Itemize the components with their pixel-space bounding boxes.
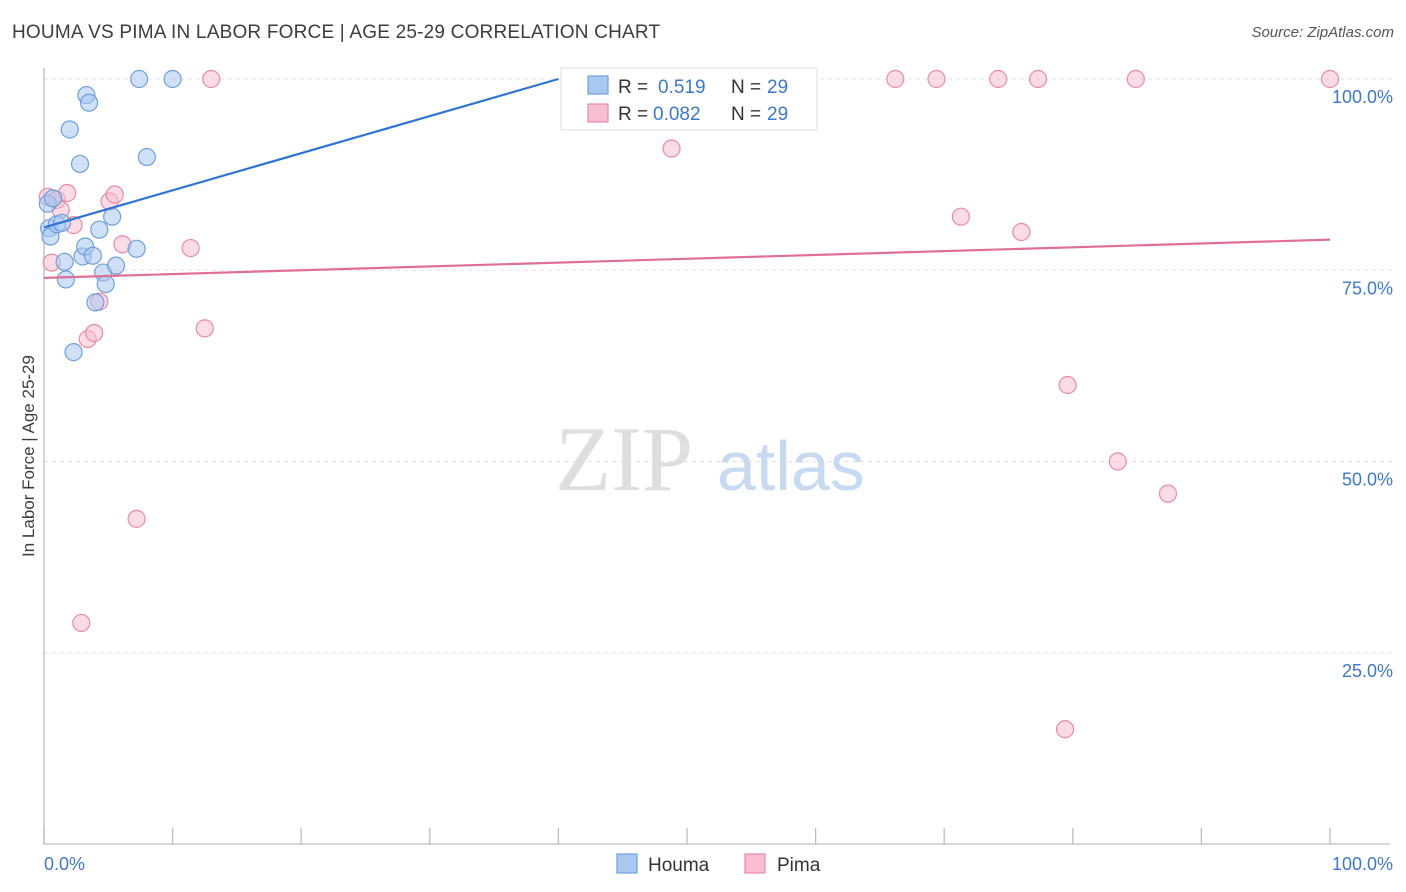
trend-lines [43,77,1331,279]
houma-point [130,69,149,89]
pima-legend-swatch [587,103,609,123]
pima-point [1108,452,1127,471]
pima-point [105,185,124,204]
y-tick-label-50: 50.0% [1342,470,1393,490]
pima-point [1012,222,1031,242]
houma-point [43,189,63,208]
pima-point [1055,720,1075,739]
houma-legend-label: Houma [648,855,710,876]
houma-r-value: 0.519 [658,77,706,98]
houma-point [96,274,115,294]
houma-point [83,246,102,265]
pima-point [127,509,146,528]
houma-trend-line [43,77,559,229]
houma-point [137,147,156,167]
houma-point [70,154,90,174]
houma-swatch [616,853,638,874]
pima-point [181,238,200,258]
houma-point [106,256,126,275]
pima-r-label: R = [618,104,648,125]
x-tick-label-max: 100.0% [1332,854,1393,874]
houma-point [86,293,105,312]
gridlines [44,78,1392,654]
pima-point [662,139,681,158]
houma-point [64,343,83,362]
houma-point [90,220,109,239]
houma-r-label: R = [618,77,648,98]
pima-point [1126,69,1145,89]
houma-point [56,270,75,289]
pima-n-label: N = [731,104,761,125]
chart-title: HOUMA VS PIMA IN LABOR FORCE | AGE 25-29… [12,22,661,43]
watermark-zip: ZIP [555,408,693,510]
pima-point [85,323,104,343]
pima-point [989,69,1008,89]
pima-point [1158,484,1178,503]
x-tick-label-min: 0.0% [44,854,85,874]
pima-n-value: 29 [767,104,788,125]
houma-point [163,69,182,89]
pima-swatch [744,853,766,874]
houma-point [60,120,79,139]
y-axis-label: In Labor Force | Age 25-29 [19,355,38,557]
houma-point [55,252,74,271]
houma-point [79,93,99,112]
pima-point [1320,69,1340,89]
y-tick-label-25: 25.0% [1342,661,1393,681]
pima-point [927,69,946,89]
pima-point [1058,375,1077,395]
pima-point [72,613,91,633]
pima-trend-line [43,238,1331,279]
x-axis-ticks [43,828,1331,844]
houma-series [38,69,607,362]
y-tick-label-75: 75.0% [1342,278,1393,298]
watermark-atlas: atlas [717,427,865,505]
pima-legend-label: Pima [777,855,821,876]
pima-point [195,319,214,338]
source-label: Source: ZipAtlas.com [1251,24,1394,41]
houma-point [103,207,122,226]
houma-n-label: N = [731,77,761,98]
houma-point [127,239,146,258]
pima-point [202,69,221,89]
houma-legend-swatch [587,75,609,95]
pima-point [886,69,905,89]
pima-point [951,207,971,226]
series-legend: Houma Pima [616,853,821,876]
pima-series [38,69,1340,739]
pima-point [1028,69,1048,89]
pima-r-value: 0.082 [653,104,701,125]
y-tick-label-100: 100.0% [1332,87,1393,107]
houma-n-value: 29 [767,77,788,98]
correlation-legend: R = 0.519 N = 29 R = 0.082 N = 29 [560,67,818,131]
y-tick-labels: 25.0% 50.0% 75.0% 100.0% [1332,87,1393,681]
